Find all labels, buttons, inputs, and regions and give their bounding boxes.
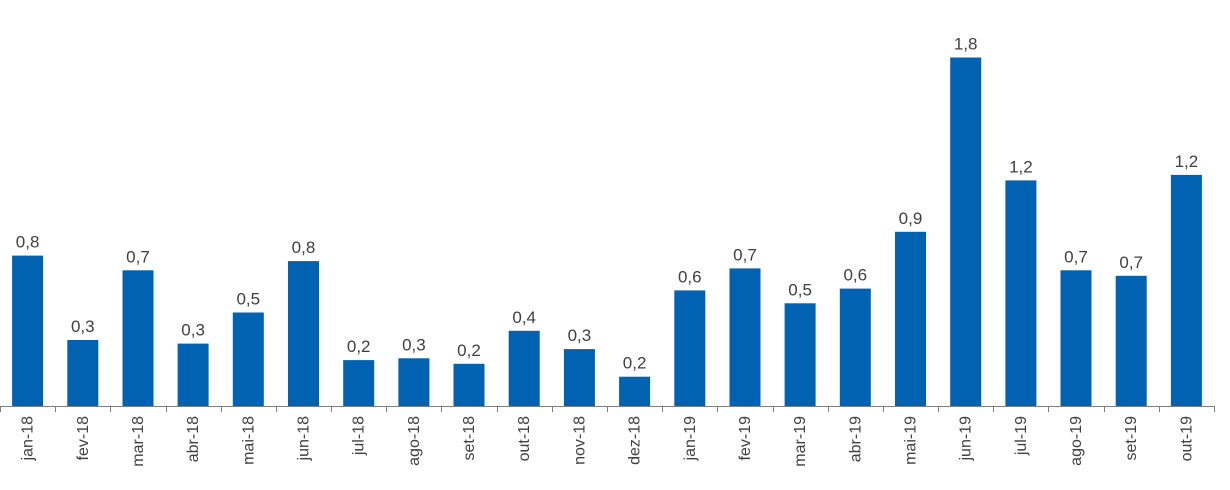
x-tick-label-out-18: out-18 [516, 416, 533, 461]
data-labels: 0,8 0,3 0,7 0,3 0,5 0,8 0,2 0,3 0,2 0,4 0,3 0,2 0,6 0… [16, 35, 1198, 373]
data-label-jul-19: 1,2 [1009, 157, 1033, 176]
bar-set-18 [453, 363, 485, 406]
data-label-set-18: 0,2 [457, 341, 481, 360]
data-label-jul-18: 0,2 [347, 337, 371, 356]
x-tick-label-mai-19: mai-19 [903, 416, 920, 465]
x-tick-label-abr-19: abr-19 [847, 416, 864, 462]
data-label-nov-18: 0,3 [568, 326, 592, 345]
x-tick-label-mai-18: mai-18 [240, 416, 257, 465]
bar-jan-18 [12, 255, 44, 406]
data-label-jan-18: 0,8 [16, 233, 40, 252]
bars [12, 57, 1202, 406]
x-axis-tick-labels: jan-18 fev-18 mar-18 abr-18 mai-18 jun-18 jul-… [20, 416, 1196, 467]
data-label-ago-18: 0,3 [402, 335, 426, 354]
x-tick-label-fev-19: fev-19 [737, 416, 754, 461]
x-tick-label-jul-19: jul-19 [1013, 416, 1030, 456]
x-axis-ticks [0, 406, 1215, 412]
x-tick-label-ago-18: ago-18 [406, 416, 423, 466]
data-label-mar-19: 0,5 [788, 280, 812, 299]
data-label-mai-18: 0,5 [236, 290, 260, 309]
bar-fev-18 [67, 340, 99, 406]
bar-mar-18 [122, 270, 154, 406]
bar-jul-18 [343, 360, 375, 406]
bar-abr-19 [839, 288, 871, 406]
bar-jun-19 [950, 57, 982, 406]
bar-jun-18 [288, 261, 319, 406]
bar-jul-19 [1005, 180, 1037, 406]
data-label-dez-18: 0,2 [623, 354, 647, 373]
data-label-out-18: 0,4 [512, 308, 536, 327]
bar-mai-18 [232, 312, 264, 406]
x-tick-label-mar-19: mar-19 [792, 416, 809, 467]
data-label-ago-19: 0,7 [1064, 247, 1088, 266]
x-tick-label-ago-19: ago-19 [1068, 416, 1085, 466]
bar-nov-18 [563, 349, 595, 406]
bar-ago-18 [398, 358, 430, 406]
x-tick-label-mar-18: mar-18 [130, 416, 147, 467]
data-label-jun-18: 0,8 [292, 238, 316, 257]
data-label-mai-19: 0,9 [899, 209, 923, 228]
data-label-out-19: 1,2 [1175, 152, 1199, 171]
x-tick-label-out-19: out-19 [1178, 416, 1195, 461]
data-label-abr-18: 0,3 [181, 321, 205, 340]
bar-mar-19 [784, 303, 816, 406]
data-label-jan-19: 0,6 [678, 267, 702, 286]
x-tick-label-nov-18: nov-18 [571, 416, 588, 465]
bar-mai-19 [895, 231, 926, 406]
x-tick-label-jun-18: jun-18 [296, 416, 313, 462]
bar-dez-18 [619, 376, 651, 406]
data-label-abr-19: 0,6 [843, 266, 867, 285]
bar-abr-18 [177, 343, 209, 406]
x-tick-label-fev-18: fev-18 [75, 416, 92, 461]
data-label-set-19: 0,7 [1119, 253, 1143, 272]
bar-out-19 [1170, 174, 1202, 406]
data-label-fev-19: 0,7 [733, 245, 757, 264]
bar-jan-19 [674, 290, 706, 406]
x-tick-label-set-19: set-19 [1123, 416, 1140, 461]
x-tick-label-abr-18: abr-18 [185, 416, 202, 462]
x-tick-label-jan-19: jan-19 [682, 416, 699, 462]
bar-out-18 [508, 330, 540, 406]
x-tick-label-jul-18: jul-18 [351, 416, 368, 456]
x-tick-label-dez-18: dez-18 [627, 416, 644, 465]
bar-ago-19 [1060, 270, 1092, 406]
bar-fev-19 [729, 268, 761, 406]
x-tick-label-jan-18: jan-18 [20, 416, 37, 462]
x-tick-label-set-18: set-18 [461, 416, 478, 461]
data-label-fev-18: 0,3 [71, 317, 95, 336]
data-label-jun-19: 1,8 [954, 35, 978, 54]
x-tick-label-jun-19: jun-19 [958, 416, 975, 462]
data-label-mar-18: 0,7 [126, 247, 150, 266]
bar-set-19 [1115, 275, 1147, 406]
